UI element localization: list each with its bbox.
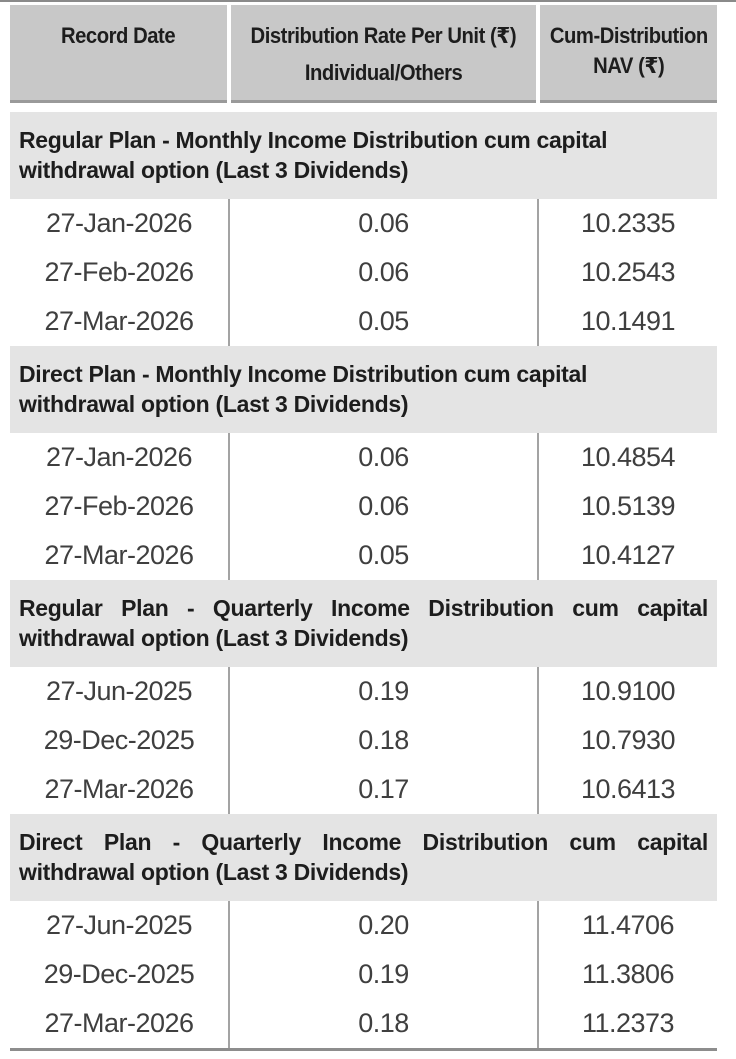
nav-cell: 11.3806 (537, 949, 717, 999)
table-row: 27-Jan-2026 0.06 10.2335 (10, 198, 717, 248)
record-date-cell: 27-Mar-2026 (10, 296, 229, 346)
rate-cell: 0.17 (228, 764, 538, 814)
header-gap (10, 101, 717, 112)
nav-cell: 11.4706 (537, 900, 717, 950)
section-header-row: Direct Plan - Quarterly Income Distribut… (10, 813, 717, 901)
section-header-row: Regular Plan - Monthly Income Distributi… (10, 111, 717, 199)
section-title-direct-monthly: Direct Plan - Monthly Income Distributio… (10, 345, 717, 433)
section-title-direct-quarterly: Direct Plan - Quarterly Income Distribut… (10, 813, 717, 901)
nav-cell: 10.1491 (537, 296, 717, 346)
record-date-cell: 27-Jan-2026 (10, 198, 229, 248)
record-date-cell: 27-Feb-2026 (10, 481, 229, 531)
table-row: 29-Dec-2025 0.18 10.7930 (10, 715, 717, 765)
rate-cell: 0.05 (228, 296, 538, 346)
table-row: 27-Mar-2026 0.17 10.6413 (10, 764, 717, 814)
rate-cell: 0.06 (228, 247, 538, 297)
column-header-record-date: Record Date (10, 5, 229, 103)
table-row: 27-Mar-2026 0.18 11.2373 (10, 998, 717, 1048)
table-body: Regular Plan - Monthly Income Distributi… (10, 101, 717, 1048)
rate-cell: 0.06 (228, 198, 538, 248)
nav-cell: 10.4127 (537, 530, 717, 580)
table-header: Record Date Distribution Rate Per Unit (… (10, 5, 717, 103)
section-header-row: Direct Plan - Monthly Income Distributio… (10, 345, 717, 433)
rate-cell: 0.19 (228, 666, 538, 716)
record-date-cell: 27-Mar-2026 (10, 530, 229, 580)
table-row: 27-Mar-2026 0.05 10.1491 (10, 296, 717, 346)
record-date-cell: 27-Mar-2026 (10, 998, 229, 1048)
record-date-cell: 29-Dec-2025 (10, 715, 229, 765)
nav-cell: 10.2335 (537, 198, 717, 248)
rate-cell: 0.20 (228, 900, 538, 950)
rate-cell: 0.06 (228, 481, 538, 531)
record-date-cell: 29-Dec-2025 (10, 949, 229, 999)
section-title-regular-quarterly: Regular Plan - Quarterly Income Distribu… (10, 579, 717, 667)
record-date-cell: 27-Jun-2025 (10, 900, 229, 950)
nav-cell: 10.5139 (537, 481, 717, 531)
record-date-cell: 27-Jun-2025 (10, 666, 229, 716)
table-wrap: Record Date Distribution Rate Per Unit (… (10, 5, 717, 1051)
nav-cell: 11.2373 (537, 998, 717, 1048)
header-row: Record Date Distribution Rate Per Unit (… (10, 5, 717, 103)
record-date-cell: 27-Mar-2026 (10, 764, 229, 814)
rate-cell: 0.06 (228, 432, 538, 482)
section-header-row: Regular Plan - Quarterly Income Distribu… (10, 579, 717, 667)
table-row: 27-Feb-2026 0.06 10.5139 (10, 481, 717, 531)
table-row: 29-Dec-2025 0.19 11.3806 (10, 949, 717, 999)
rate-cell: 0.05 (228, 530, 538, 580)
column-header-cum-distribution-nav: Cum-Distribution NAV (₹) (536, 5, 717, 103)
section-title-regular-monthly: Regular Plan - Monthly Income Distributi… (10, 111, 717, 199)
distribution-rate-label: Distribution Rate Per Unit (₹) (250, 23, 517, 48)
nav-label: NAV (₹) (592, 52, 665, 78)
rate-cell: 0.19 (228, 949, 538, 999)
nav-cell: 10.2543 (537, 247, 717, 297)
cum-distribution-label: Cum-Distribution (549, 23, 708, 48)
individual-others-label: Individual/Others (304, 60, 463, 86)
bottom-rule (10, 1047, 717, 1051)
rate-cell: 0.18 (228, 998, 538, 1048)
nav-cell: 10.9100 (537, 666, 717, 716)
record-date-label: Record Date (61, 23, 176, 48)
dividend-history-table: Record Date Distribution Rate Per Unit (… (10, 5, 717, 1048)
top-rule (0, 0, 736, 2)
nav-cell: 10.4854 (537, 432, 717, 482)
table-row: 27-Feb-2026 0.06 10.2543 (10, 247, 717, 297)
table-row: 27-Jun-2025 0.20 11.4706 (10, 900, 717, 950)
table-row: 27-Jun-2025 0.19 10.9100 (10, 666, 717, 716)
record-date-cell: 27-Feb-2026 (10, 247, 229, 297)
table-row: 27-Mar-2026 0.05 10.4127 (10, 530, 717, 580)
record-date-cell: 27-Jan-2026 (10, 432, 229, 482)
nav-cell: 10.7930 (537, 715, 717, 765)
rate-cell: 0.18 (228, 715, 538, 765)
column-header-distribution-rate: Distribution Rate Per Unit (₹) Individua… (227, 5, 538, 103)
nav-cell: 10.6413 (537, 764, 717, 814)
table-row: 27-Jan-2026 0.06 10.4854 (10, 432, 717, 482)
